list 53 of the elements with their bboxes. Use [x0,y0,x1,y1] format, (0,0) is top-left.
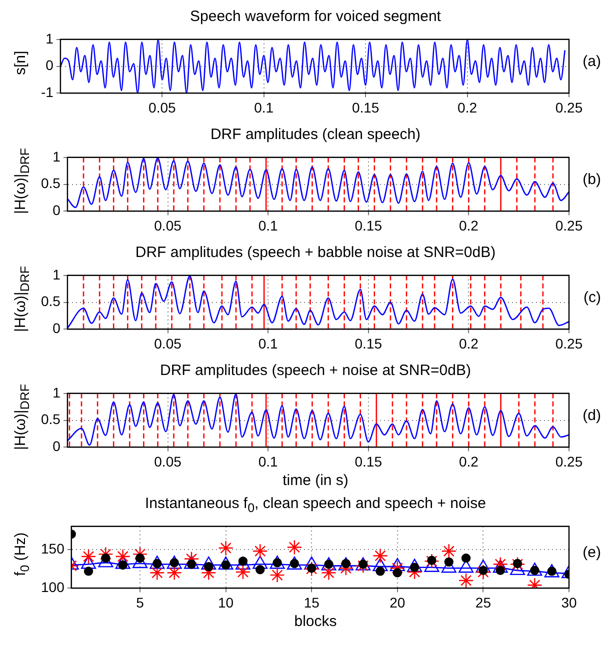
y-tick-label: 1 [52,384,61,400]
x-tick-label: 0.05 [154,453,182,470]
text: (d) [582,407,601,424]
x-tick-label: 0.15 [352,99,380,116]
chart-title: Speech waveform for voiced segment [189,8,442,27]
chart-title: DRF amplitudes (speech + noise at SNR=0dB) [159,362,472,381]
x-tick-label: 20 [390,594,406,610]
y-tick-label: 0 [52,320,61,336]
x-tick-label: 25 [475,594,492,610]
x-tick-label: 0.1 [258,335,278,352]
x-tick-label: 0.2 [458,217,479,234]
x-tick-label: 0.25 [555,99,583,116]
x-tick-label: 0.05 [154,335,182,352]
x-tick-label: 0.15 [354,453,382,470]
x-tick-label: 0.25 [555,217,583,234]
y-tick-label: 100 [41,579,65,596]
x-axis-title: time (in s) [282,472,350,489]
x-tick-label: 15 [304,594,320,610]
x-tick-label: 0.1 [258,217,278,234]
x-tick-label: 0.05 [148,99,176,116]
x-tick-label: 10 [218,594,234,610]
x-tick-label: 0.25 [555,335,583,352]
y-tick-label: 0 [46,57,54,74]
x-tick-label: 0.2 [458,335,479,352]
text: (e) [582,544,601,561]
y-tick-label: 0.5 [40,175,61,192]
text: (a) [582,53,601,70]
x-tick-label: 0.2 [458,453,479,470]
x-tick-label: 0.25 [555,453,583,470]
x-tick-label: 5 [136,594,144,610]
y-tick-label: 0 [52,202,61,218]
y-tick-label: 1 [52,266,61,282]
x-tick-label: 0.2 [458,99,478,116]
x-axis-title: blocks [293,613,338,630]
y-tick-label: 150 [41,540,65,556]
chart-title: Instantaneous f$_{0}$, clean speech and speech + noise [144,495,487,515]
y-tick-label: 0.5 [40,293,61,310]
y-axis-title: s[n] [12,50,30,78]
x-tick-label: 0.1 [258,453,278,470]
y-tick-label: 0.5 [40,411,61,428]
y-tick-label: 1 [46,30,54,46]
x-tick-label: 0.05 [154,217,182,234]
y-tick-label: 1 [52,148,61,164]
x-tick-label: 30 [561,594,577,610]
y-tick-label: 0 [52,438,61,454]
y-tick-label: -1 [40,84,54,100]
x-tick-label: 0.1 [254,99,274,116]
chart-title: DRF amplitudes (clean speech) [209,126,422,145]
text: (b) [582,171,601,188]
text: (c) [584,289,601,306]
x-tick-label: 0.15 [354,217,382,234]
x-tick-label: 0.15 [354,335,382,352]
chart-title: DRF amplitudes (speech + babble noise at SNR=0dB) [134,244,497,263]
